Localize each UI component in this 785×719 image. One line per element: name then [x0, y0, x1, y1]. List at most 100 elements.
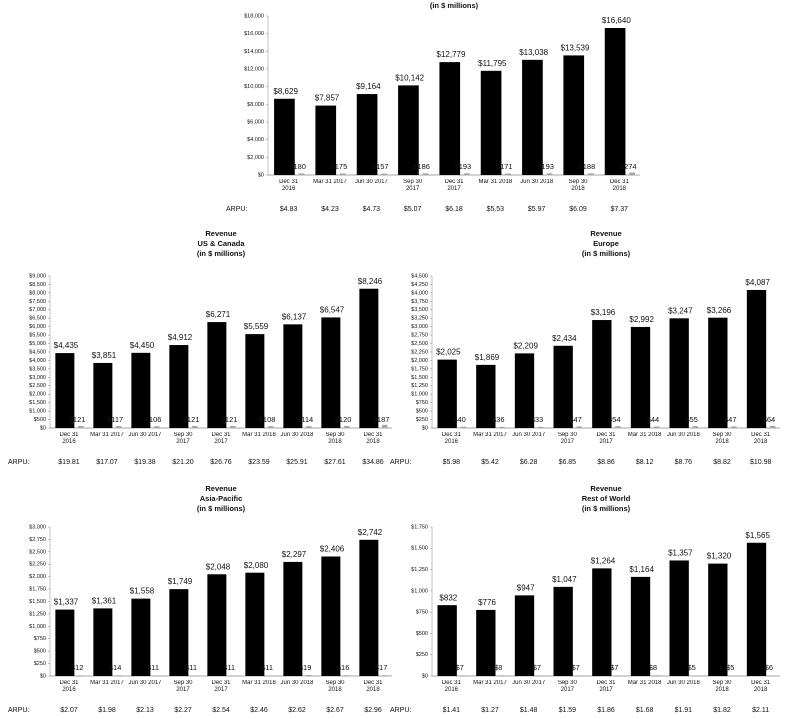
- x-tick-label: Mar 31 2017: [313, 179, 347, 185]
- y-tick-label: $1,000: [29, 409, 46, 415]
- value-label: $40: [453, 415, 466, 424]
- value-label: $186: [413, 162, 430, 171]
- y-tick-label: $8,000: [29, 290, 46, 296]
- y-tick-label: $2,750: [411, 333, 428, 339]
- y-tick-label: $3,500: [29, 366, 46, 372]
- y-tick-label: $2,000: [29, 574, 46, 580]
- x-tick-label: Dec 31 2017: [444, 179, 464, 192]
- arpu-value: $1.48: [520, 707, 538, 714]
- value-label: $171: [496, 162, 513, 171]
- arpu-value: $5.07: [404, 206, 422, 213]
- y-tick-label: $2,500: [29, 549, 46, 555]
- label-box: Dec 31 2016: [59, 432, 78, 445]
- bar: [537, 675, 544, 676]
- label-box: Dec 31 2016: [442, 680, 461, 693]
- y-tick-label: $1,000: [29, 624, 46, 630]
- y-tick-label: $4,000: [29, 358, 46, 364]
- label-box: Jun 30 2018: [280, 432, 313, 438]
- value-label: $4,087: [745, 278, 770, 287]
- value-label: $5: [726, 663, 734, 672]
- value-label: $180: [289, 162, 306, 171]
- arpu-value: $2.96: [364, 707, 382, 714]
- y-tick-label: $0: [422, 673, 428, 679]
- x-tick-label: Dec 31 2018: [751, 432, 771, 445]
- value-label: $33: [531, 415, 544, 424]
- value-label: $1,357: [668, 549, 693, 558]
- x-tick-label: Dec 31 2017: [596, 680, 616, 693]
- value-label: $117: [107, 415, 123, 424]
- value-label: $1,320: [707, 552, 732, 561]
- y-tick-label: $14,000: [244, 49, 264, 55]
- label-box: Sep 30 2018: [712, 432, 731, 445]
- y-tick-label: $8,000: [247, 102, 264, 108]
- bar: [283, 561, 303, 676]
- value-label: $7,857: [315, 94, 340, 103]
- value-label: $8,246: [358, 277, 383, 286]
- bar: [437, 359, 457, 428]
- y-tick-label: $16,000: [244, 31, 264, 37]
- value-label: $7: [455, 663, 463, 672]
- value-label: $8,629: [273, 87, 298, 96]
- value-label: $44: [647, 415, 660, 424]
- arpu-value: $8.12: [636, 459, 654, 466]
- y-tick-label: $750: [34, 636, 46, 642]
- value-label: $188: [579, 162, 596, 171]
- label-box: Sep 30 2017: [558, 680, 577, 693]
- value-label: $1,047: [552, 575, 577, 584]
- x-tick-label: Jun 30 2017: [512, 680, 546, 686]
- y-tick-label: $1,500: [29, 400, 46, 406]
- x-tick-label: Dec 31 2016: [279, 179, 299, 192]
- bar: [630, 326, 651, 428]
- label-box: Jun 30 2018: [666, 680, 700, 686]
- bar: [708, 563, 728, 676]
- bar: [154, 426, 160, 428]
- y-tick-label: $2,000: [247, 155, 264, 161]
- value-label: $1,264: [591, 556, 616, 565]
- arpu-value: $5.53: [487, 206, 505, 213]
- x-tick-label: Mar 31 2018: [627, 680, 662, 686]
- label-box: Sep 30 2017: [558, 432, 577, 445]
- label-box: Sep 30 2018: [325, 680, 344, 693]
- label-box: Mar 31 2018: [242, 432, 276, 438]
- bar: [669, 560, 689, 676]
- arpu-value: $4.23: [321, 206, 339, 213]
- label-box: Dec 31 2017: [211, 432, 230, 445]
- label-box: Mar 31 2017: [313, 179, 347, 185]
- x-tick-label: Sep 30 2018: [712, 680, 732, 693]
- y-tick-label: $4,000: [411, 290, 428, 296]
- bar: [306, 675, 312, 676]
- x-tick-label: Jun 30 2017: [128, 680, 162, 686]
- bar: [192, 675, 198, 676]
- value-label: $55: [685, 415, 698, 424]
- y-tick-label: $1,250: [29, 611, 46, 617]
- arpu-value: $2.46: [250, 707, 268, 714]
- value-label: $7: [610, 663, 618, 672]
- arpu-value: $6.28: [520, 459, 538, 466]
- value-label: $7: [571, 663, 579, 672]
- y-tick-label: $2,500: [29, 383, 46, 389]
- x-tick-label: Sep 30 2018: [325, 432, 345, 445]
- bar: [460, 426, 467, 428]
- value-label: $19: [299, 663, 312, 672]
- bar: [78, 675, 84, 676]
- y-tick-label: $500: [34, 649, 46, 655]
- x-tick-label: Mar 31 2017: [90, 432, 124, 438]
- y-tick-label: $10,000: [244, 84, 264, 90]
- value-label: $2,434: [552, 334, 577, 343]
- x-tick-label: Dec 31 2017: [596, 432, 616, 445]
- label-box: Sep 30 2018: [712, 680, 732, 693]
- label-box: Sep 30 2017: [403, 179, 422, 192]
- value-label: $3,266: [707, 306, 732, 315]
- value-label: $121: [221, 415, 238, 424]
- value-label: $193: [455, 162, 472, 171]
- arpu-value: $6.18: [445, 206, 463, 213]
- value-label: $11: [147, 663, 159, 672]
- value-label: $121: [69, 415, 86, 424]
- y-tick-label: $2,500: [411, 341, 428, 347]
- label-box: Dec 31 2018: [363, 680, 382, 693]
- x-tick-label: Jun 30 2018: [666, 680, 700, 686]
- value-label: $193: [537, 162, 554, 171]
- value-label: $17: [375, 663, 388, 672]
- arpu-value: $4.83: [280, 206, 298, 213]
- value-label: $1,337: [54, 598, 79, 607]
